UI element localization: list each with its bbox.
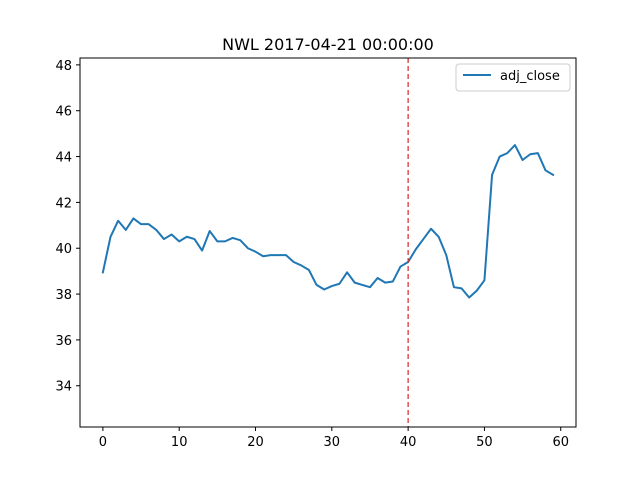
x-tick-label: 40 <box>400 435 417 450</box>
legend-label: adj_close <box>500 69 560 84</box>
x-tick-label: 30 <box>324 435 341 450</box>
axes: 0 10 20 30 40 50 60 34 36 38 40 42 44 46 48 <box>55 57 577 450</box>
y-tick-label: 42 <box>55 196 72 211</box>
y-tick-label: 40 <box>55 242 72 257</box>
x-tick-label: 50 <box>476 435 493 450</box>
plot-area <box>101 58 555 427</box>
series-line-adj_close <box>101 144 555 299</box>
x-tick-label: 60 <box>552 435 569 450</box>
x-tick-label: 10 <box>171 435 188 450</box>
y-tick-label: 48 <box>55 59 72 74</box>
y-tick-label: 34 <box>55 380 72 395</box>
x-tick-label: 20 <box>247 435 264 450</box>
y-tick-label: 46 <box>55 105 72 120</box>
legend-box <box>455 63 571 92</box>
y-tick-label: 44 <box>55 151 72 166</box>
y-tick-label: 38 <box>55 288 72 303</box>
chart-title: NWL 2017-04-21 00:00:00 <box>222 35 434 54</box>
y-tick-label: 36 <box>55 334 72 349</box>
axes-frame <box>79 57 577 428</box>
legend: adj_close <box>455 63 571 92</box>
x-tick-label: 0 <box>99 435 107 450</box>
